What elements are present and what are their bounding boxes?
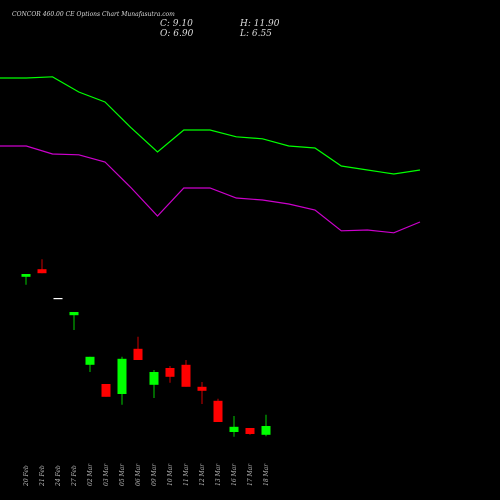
- x-tick-label: 13 Mar: [215, 463, 222, 486]
- candle-body: [101, 384, 111, 397]
- candle-body: [85, 356, 95, 365]
- x-tick-label: 03 Mar: [103, 463, 110, 486]
- x-tick-label: 24 Feb: [55, 465, 62, 487]
- candle-body: [21, 274, 31, 277]
- ohlc-label: L: 6.55: [239, 29, 272, 39]
- candle-body: [181, 364, 191, 387]
- candle-body: [213, 400, 223, 422]
- indicator-line: [0, 145, 421, 234]
- x-tick-label: 20 Feb: [23, 465, 30, 487]
- x-tick-label: 05 Mar: [119, 463, 126, 486]
- ohlc-label: O: 6.90: [160, 29, 194, 39]
- candle-body: [149, 372, 159, 385]
- x-tick-label: 27 Feb: [71, 465, 78, 487]
- candle-body: [69, 312, 79, 316]
- x-tick-label: 02 Mar: [87, 463, 94, 486]
- x-tick-label: 06 Mar: [135, 463, 142, 486]
- ohlc-label: H: 11.90: [239, 19, 280, 29]
- x-tick-label: 17 Mar: [247, 463, 254, 486]
- candle-body: [165, 368, 175, 377]
- x-tick-label: 12 Mar: [199, 463, 206, 486]
- chart-title: CONCOR 460.00 CE Options Chart Munafasut…: [12, 11, 175, 18]
- candle-body: [53, 298, 63, 300]
- candle-body: [197, 386, 207, 391]
- candle-body: [117, 358, 127, 394]
- ohlc-label: C: 9.10: [160, 19, 193, 29]
- indicator-line: [0, 76, 421, 175]
- candle-body: [245, 428, 255, 434]
- x-tick-label: 16 Mar: [231, 463, 238, 486]
- x-tick-label: 09 Mar: [151, 463, 158, 486]
- candle-body: [133, 348, 143, 360]
- candle-body: [229, 426, 239, 432]
- x-tick-label: 11 Mar: [183, 463, 190, 486]
- x-tick-label: 18 Mar: [263, 463, 270, 486]
- candle-body: [261, 426, 271, 435]
- candle-body: [37, 269, 47, 274]
- x-tick-label: 10 Mar: [167, 463, 174, 486]
- x-tick-label: 21 Feb: [39, 465, 46, 487]
